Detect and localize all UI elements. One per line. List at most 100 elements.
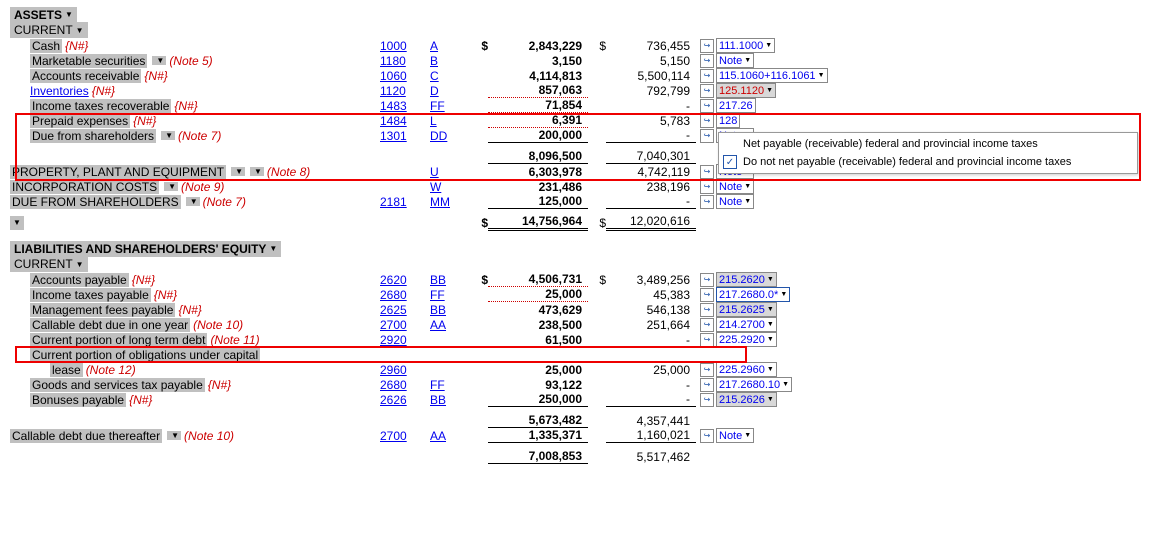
prepaid-label[interactable]: Prepaid expenses bbox=[30, 114, 130, 128]
gifi-code[interactable]: 2626 bbox=[380, 393, 430, 407]
gifi-code[interactable]: 1301 bbox=[380, 129, 430, 143]
gifi-code[interactable]: 1483 bbox=[380, 99, 430, 113]
ref-dropdown[interactable]: 225.2920▼ bbox=[716, 332, 777, 347]
link-icon[interactable]: ↪ bbox=[700, 333, 714, 347]
gst-label[interactable]: Goods and services tax payable bbox=[30, 378, 205, 392]
dd-icon[interactable]: ▼ bbox=[161, 131, 175, 140]
current-assets-header[interactable]: CURRENT ▼ bbox=[10, 22, 88, 38]
gifi-code[interactable]: 1120 bbox=[380, 84, 430, 98]
current-liab-header[interactable]: CURRENT ▼ bbox=[10, 256, 88, 272]
alpha-code[interactable]: AA bbox=[430, 429, 470, 443]
alpha-code[interactable]: DD bbox=[430, 129, 470, 143]
gifi-code[interactable]: 2960 bbox=[380, 363, 430, 377]
link-icon[interactable]: ↪ bbox=[700, 84, 714, 98]
alpha-code[interactable]: AA bbox=[430, 318, 470, 332]
ref-dropdown[interactable]: 225.2960▼ bbox=[716, 362, 777, 377]
alpha-code[interactable]: A bbox=[430, 39, 470, 53]
gifi-code[interactable]: 1060 bbox=[380, 69, 430, 83]
alpha-code[interactable]: C bbox=[430, 69, 470, 83]
link-icon[interactable]: ↪ bbox=[700, 165, 714, 179]
ref-dropdown[interactable]: 217.26 bbox=[716, 98, 756, 113]
gifi-code[interactable]: 1180 bbox=[380, 54, 430, 68]
dd-icon[interactable]: ▼ bbox=[164, 182, 178, 191]
alpha-code[interactable]: FF bbox=[430, 99, 470, 113]
gifi-code[interactable]: 2680 bbox=[380, 288, 430, 302]
popup-option-net[interactable]: Net payable (receivable) federal and pro… bbox=[719, 135, 1137, 153]
dfs2-label[interactable]: DUE FROM SHAREHOLDERS bbox=[10, 195, 181, 209]
ar-label[interactable]: Accounts receivable bbox=[30, 69, 141, 83]
alpha-code[interactable]: BB bbox=[430, 303, 470, 317]
dd-icon[interactable]: ▼ bbox=[186, 197, 200, 206]
link-icon[interactable]: ↪ bbox=[700, 429, 714, 443]
gifi-code[interactable]: 1000 bbox=[380, 39, 430, 53]
ref-dropdown-active[interactable]: 217.2680.0*▼ bbox=[716, 287, 790, 302]
gifi-code[interactable]: 2700 bbox=[380, 429, 430, 443]
dd-icon[interactable]: ▼ bbox=[167, 431, 181, 440]
link-icon[interactable]: ↪ bbox=[700, 54, 714, 68]
ref-dropdown[interactable]: 215.2625▼ bbox=[716, 302, 777, 317]
link-icon[interactable]: ↪ bbox=[700, 393, 714, 407]
link-icon[interactable]: ↪ bbox=[700, 99, 714, 113]
link-icon[interactable]: ↪ bbox=[700, 303, 714, 317]
ref-dropdown[interactable]: 128 bbox=[716, 113, 740, 128]
alpha-code[interactable]: D bbox=[430, 84, 470, 98]
dfs-label[interactable]: Due from shareholders bbox=[30, 129, 156, 143]
mksec-label[interactable]: Marketable securities bbox=[30, 54, 147, 68]
cpocl-label2[interactable]: lease bbox=[50, 363, 83, 377]
dd-icon[interactable]: ▼ bbox=[250, 167, 264, 176]
link-icon[interactable]: ↪ bbox=[700, 288, 714, 302]
ref-dropdown[interactable]: 214.2700▼ bbox=[716, 317, 777, 332]
alpha-code[interactable]: W bbox=[430, 180, 470, 194]
ap-label[interactable]: Accounts payable bbox=[30, 273, 129, 287]
alpha-code[interactable]: L bbox=[430, 114, 470, 128]
ref-dropdown[interactable]: 111.1000▼ bbox=[716, 38, 775, 53]
ref-dropdown[interactable]: Note▼ bbox=[716, 428, 754, 443]
link-icon[interactable]: ↪ bbox=[700, 114, 714, 128]
link-icon[interactable]: ↪ bbox=[700, 273, 714, 287]
ref-dropdown[interactable]: 125.1120▼ bbox=[716, 83, 776, 98]
gifi-code[interactable]: 2620 bbox=[380, 273, 430, 287]
ref-dropdown[interactable]: Note▼ bbox=[716, 179, 754, 194]
itp-label[interactable]: Income taxes payable bbox=[30, 288, 151, 302]
alpha-code[interactable]: FF bbox=[430, 378, 470, 392]
link-icon[interactable]: ↪ bbox=[700, 378, 714, 392]
gifi-code[interactable]: 1484 bbox=[380, 114, 430, 128]
liab-header[interactable]: LIABILITIES AND SHAREHOLDERS' EQUITY ▼ bbox=[10, 241, 281, 257]
alpha-code[interactable]: U bbox=[430, 165, 470, 179]
link-icon[interactable]: ↪ bbox=[700, 69, 714, 83]
assets-header[interactable]: ASSETS ▼ bbox=[10, 7, 77, 23]
bonus-label[interactable]: Bonuses payable bbox=[30, 393, 126, 407]
gifi-code[interactable]: 2700 bbox=[380, 318, 430, 332]
dd-icon[interactable]: ▼ bbox=[152, 56, 166, 65]
itr-label[interactable]: Income taxes recoverable bbox=[30, 99, 171, 113]
alpha-code[interactable]: FF bbox=[430, 288, 470, 302]
alpha-code[interactable]: BB bbox=[430, 273, 470, 287]
cpltd-label[interactable]: Current portion of long term debt bbox=[30, 333, 207, 347]
alpha-code[interactable]: B bbox=[430, 54, 470, 68]
gifi-code[interactable]: 2920 bbox=[380, 333, 430, 347]
gifi-code[interactable]: 2680 bbox=[380, 378, 430, 392]
alpha-code[interactable]: MM bbox=[430, 195, 470, 209]
cdd1-label[interactable]: Callable debt due in one year bbox=[30, 318, 190, 332]
link-icon[interactable]: ↪ bbox=[700, 363, 714, 377]
ref-dropdown[interactable]: 115.1060+116.1061▼ bbox=[716, 68, 828, 83]
cpocl-label1[interactable]: Current portion of obligations under cap… bbox=[30, 348, 260, 362]
ref-dropdown[interactable]: 217.2680.10▼ bbox=[716, 377, 792, 392]
ref-dropdown[interactable]: 215.2620▼ bbox=[716, 272, 777, 287]
empty-dropdown[interactable]: ▼ bbox=[10, 216, 24, 230]
mgmt-label[interactable]: Management fees payable bbox=[30, 303, 175, 317]
popup-option-donot-net[interactable]: ✓ Do not net payable (receivable) federa… bbox=[719, 153, 1137, 171]
cash-label[interactable]: Cash bbox=[30, 39, 62, 53]
link-icon[interactable]: ↪ bbox=[700, 39, 714, 53]
link-icon[interactable]: ↪ bbox=[700, 318, 714, 332]
link-icon[interactable]: ↪ bbox=[700, 129, 714, 143]
gifi-code[interactable]: 2625 bbox=[380, 303, 430, 317]
cdt-label[interactable]: Callable debt due thereafter bbox=[10, 429, 162, 443]
ref-dropdown[interactable]: Note▼ bbox=[716, 194, 754, 209]
link-icon[interactable]: ↪ bbox=[700, 195, 714, 209]
inv-label[interactable]: Inventories bbox=[30, 84, 89, 98]
dd-icon[interactable]: ▼ bbox=[231, 167, 245, 176]
gifi-code[interactable]: 2181 bbox=[380, 195, 430, 209]
ppe-label[interactable]: PROPERTY, PLANT AND EQUIPMENT bbox=[10, 165, 226, 179]
alpha-code[interactable]: BB bbox=[430, 393, 470, 407]
